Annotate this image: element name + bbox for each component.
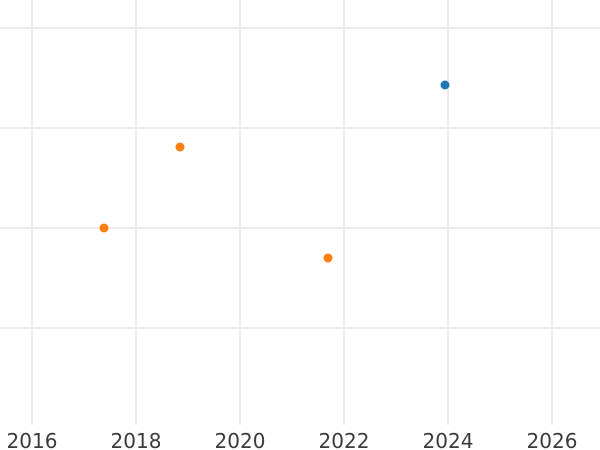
grid-line-vertical: [343, 0, 345, 425]
grid-line-horizontal: [0, 227, 600, 229]
data-point-blue-series: [440, 80, 450, 90]
grid-line-vertical: [447, 0, 449, 425]
grid-line-vertical: [135, 0, 137, 425]
grid-line-horizontal: [0, 27, 600, 29]
grid-line-vertical: [551, 0, 553, 425]
grid-line-vertical: [239, 0, 241, 425]
x-tick-label: 2020: [214, 429, 266, 450]
x-tick-label: 2022: [318, 429, 370, 450]
data-point-orange-series: [99, 223, 109, 233]
grid-line-vertical: [31, 0, 33, 425]
x-tick-label: 2024: [422, 429, 474, 450]
grid-line-horizontal: [0, 327, 600, 329]
data-point-orange-series: [323, 253, 333, 263]
grid-line-horizontal: [0, 127, 600, 129]
x-tick-label: 2026: [526, 429, 578, 450]
x-tick-label: 2018: [110, 429, 162, 450]
x-tick-label: 2016: [6, 429, 58, 450]
data-point-orange-series: [175, 142, 185, 152]
